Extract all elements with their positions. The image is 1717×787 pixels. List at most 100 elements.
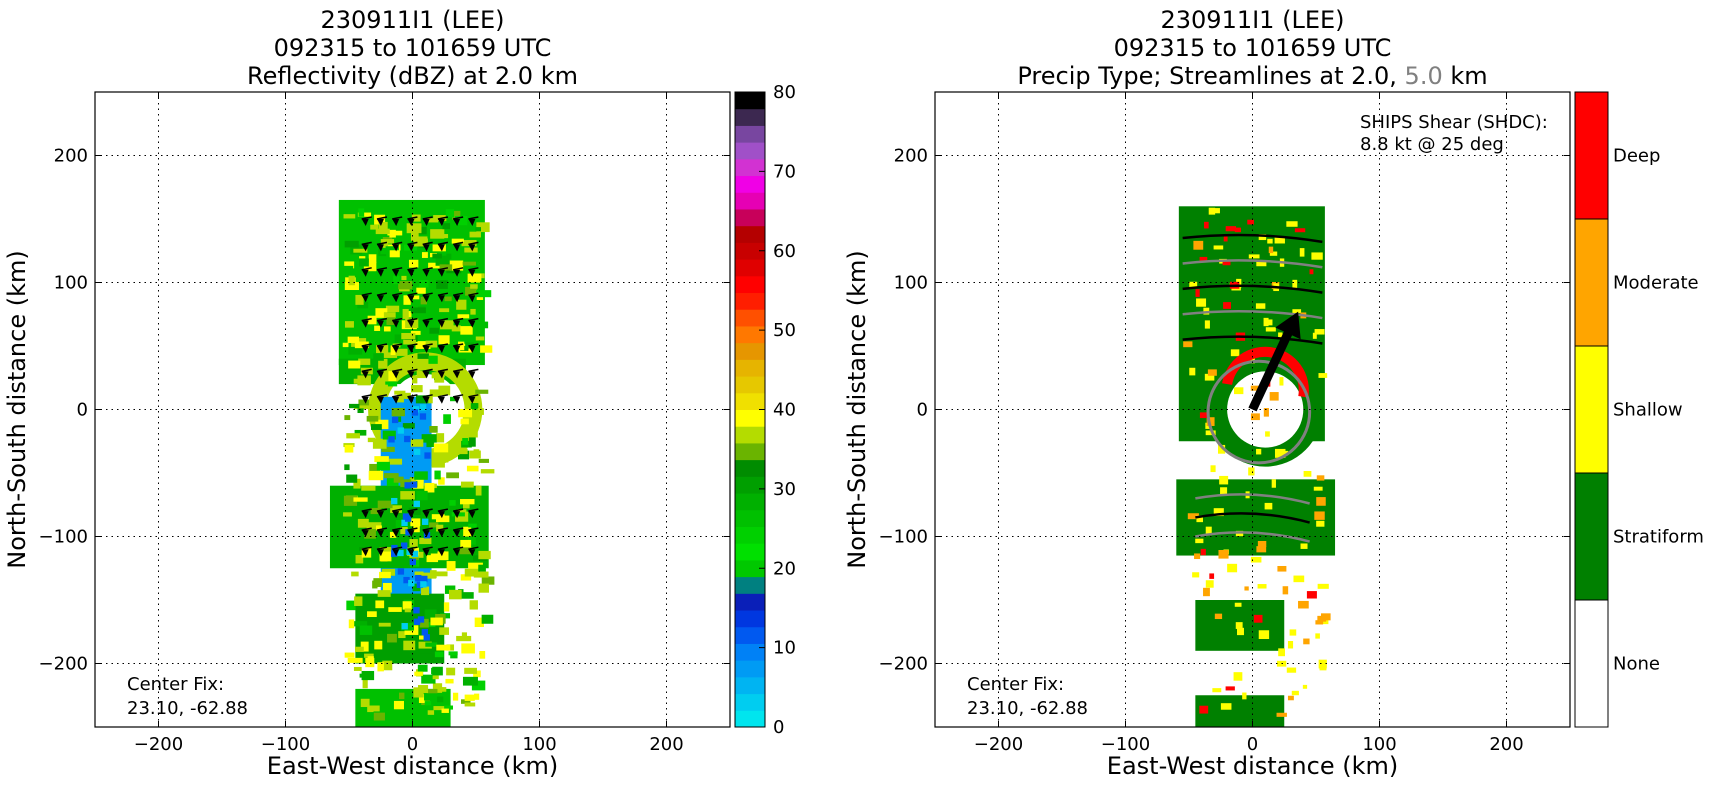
echo-cell: [441, 708, 449, 713]
colorbar-tick-label: 10: [773, 638, 796, 659]
echo-cell: [432, 683, 443, 693]
echo-cell: [464, 568, 480, 577]
echo-cell: [442, 223, 451, 230]
wind-barb: [452, 241, 464, 246]
precip-cell: [1214, 613, 1223, 620]
echo-cell: [389, 531, 397, 538]
precip-cell: [1199, 412, 1208, 419]
echo-cell: [388, 436, 395, 443]
wind-barb-flag: [437, 219, 445, 226]
echo-cell: [353, 497, 368, 502]
precip-cell: [1206, 417, 1215, 426]
category-label: Stratiform: [1613, 527, 1704, 548]
streamline: [1182, 335, 1323, 345]
echo-cell: [393, 275, 400, 285]
echo-cell: [366, 415, 379, 422]
chart-title-line: 230911I1 (LEE): [320, 6, 504, 34]
y-tick-label: 0: [917, 400, 928, 421]
echo-cell: [346, 474, 358, 483]
colorbar-reflectivity: 0 10 20 30 40 50 60 70 80: [734, 82, 796, 738]
echo-cell: [390, 345, 396, 356]
precip-cell: [1264, 502, 1273, 510]
echo-cell: [404, 435, 411, 443]
echo-cell: [469, 231, 481, 238]
precip-cell: [1258, 630, 1270, 640]
echo-cell: [403, 339, 416, 345]
x-tick-label: 200: [649, 734, 683, 755]
echo-cell: [391, 550, 398, 557]
echo-cell: [401, 332, 416, 340]
wind-barb: [422, 368, 433, 373]
wind-barb: [437, 241, 449, 246]
echo-cell: [354, 596, 363, 606]
echo-cell: [475, 227, 481, 232]
wind-barb-flag: [468, 219, 476, 226]
echo-cell: [416, 490, 428, 501]
echo-cell: [382, 430, 396, 440]
echo-cell: [443, 414, 451, 424]
wind-barb-flag: [407, 530, 415, 538]
wind-barb-flag: [407, 511, 415, 519]
precip-cell: [1312, 332, 1317, 339]
echo-cell: [419, 635, 425, 640]
precip-cell: [1258, 234, 1267, 241]
echo-cell: [480, 345, 493, 353]
y-axis-label: North-South distance (km): [3, 250, 31, 569]
precip-cell: [1257, 540, 1267, 547]
echo-cell: [440, 458, 449, 463]
x-tick-label: 100: [522, 734, 556, 755]
colorbar-segment: [735, 559, 765, 578]
echo-cell: [393, 700, 404, 710]
echo-cell: [462, 676, 478, 686]
echo-cell: [436, 515, 450, 523]
echo-cell: [415, 574, 422, 582]
echo-cell: [410, 330, 421, 335]
echo-cell: [418, 279, 429, 288]
wind-barb-flag: [361, 269, 369, 277]
precip-cell: [1199, 705, 1209, 714]
echo-cell: [358, 399, 370, 406]
echo-cell: [363, 262, 377, 272]
echo-cell: [372, 438, 387, 449]
echo-cell: [395, 348, 408, 356]
panel-left: −200 −100 0 100 200 −200 −100 0 100 200 East-West …: [3, 6, 731, 780]
precip-cell: [1277, 565, 1287, 572]
echo-cell: [400, 526, 408, 535]
echo-cell: [429, 425, 438, 433]
echo-cell: [438, 335, 450, 345]
echo-cell: [422, 518, 429, 525]
wind-barb-flag: [453, 295, 461, 303]
wind-barb-flag: [437, 371, 445, 379]
wind-barb: [468, 241, 479, 246]
wind-barb: [392, 368, 403, 373]
data-layer: [1176, 206, 1336, 727]
wind-barb-flag: [361, 346, 369, 353]
echo-cell: [420, 581, 427, 588]
category-swatch: [1574, 472, 1609, 601]
wind-barb-flag: [422, 320, 430, 328]
title-prefix: Precip Type; Streamlines at 2.0,: [1017, 62, 1404, 90]
wind-barb-flag: [468, 295, 476, 303]
colorbar-tick-label: 60: [773, 241, 796, 262]
wind-barb: [407, 292, 418, 296]
category-label: None: [1613, 654, 1660, 675]
echo-cell: [428, 355, 438, 364]
echo-cell: [379, 551, 392, 562]
colorbar-segment: [735, 576, 765, 594]
echo-cell: [358, 358, 371, 365]
echo-cell: [413, 607, 420, 614]
colorbar-segment: [735, 225, 765, 243]
echo-cell: [411, 479, 424, 489]
wind-barb: [376, 292, 388, 296]
echo-cell: [419, 404, 427, 411]
echo-cell: [378, 221, 388, 230]
echo-cell: [374, 325, 381, 332]
echo-cell: [445, 209, 455, 218]
echo-cell: [381, 446, 395, 452]
category-label: Shallow: [1613, 400, 1683, 421]
echo-cell: [469, 600, 478, 610]
precip-cell: [1315, 620, 1324, 625]
precip-cell: [1187, 513, 1199, 520]
echo-cell: [358, 258, 369, 267]
wind-barb: [407, 527, 418, 531]
